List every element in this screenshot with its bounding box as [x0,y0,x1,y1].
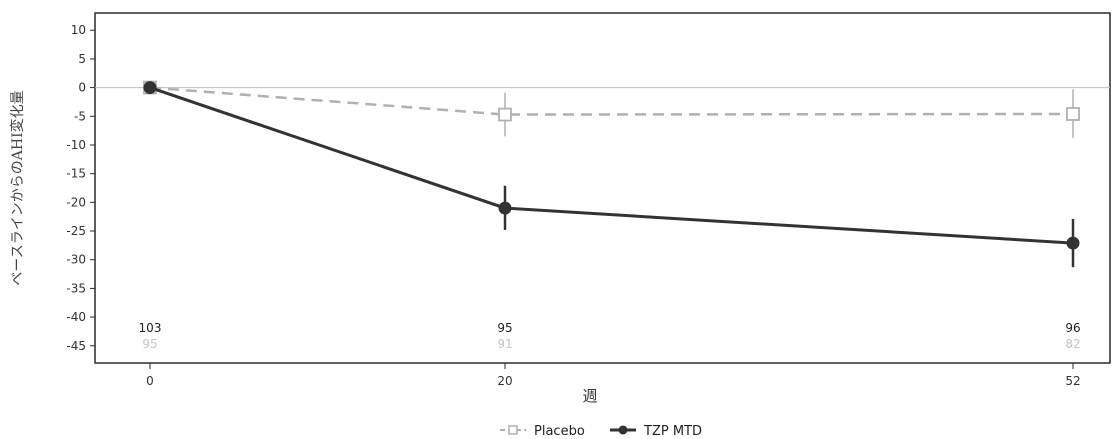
data-point [143,81,157,95]
legend-label: TZP MTD [643,424,702,439]
legend-item: TZP MTD [610,424,702,439]
y-tick-label: -5 [74,109,86,123]
series-placebo [143,80,1080,139]
x-tick-label: 20 [497,374,512,388]
x-tick-label: 0 [146,374,154,388]
legend: Placebo TZP MTD [500,424,702,439]
n-at-risk-label: 95 [497,321,512,335]
y-tick-label: -25 [66,224,86,238]
y-axis: 10 5 0 -5 -10 -15 -20 -25 -30 -35 -40 -45 [66,23,95,353]
legend-marker [508,425,518,435]
data-point [498,107,512,122]
data-point [1066,107,1080,121]
series-tzp-mtd [143,81,1080,268]
legend-label: Placebo [534,424,585,439]
series-layer [143,80,1080,268]
y-tick-label: -45 [66,339,86,353]
legend-marker [618,425,628,435]
y-tick-label: -35 [66,281,86,295]
data-point [498,201,512,215]
y-tick-label: 0 [78,81,86,95]
n-at-risk-labels: 103 95 96 95 91 82 [139,321,1081,351]
x-axis: 0 20 52 [146,363,1081,388]
n-at-risk-label: 82 [1065,337,1080,351]
y-axis-title: ベースラインからのAHI変化量 [9,90,26,285]
x-tick-label: 52 [1065,374,1080,388]
n-at-risk-label: 95 [142,337,157,351]
y-tick-label: -15 [66,167,86,181]
n-at-risk-label: 91 [497,337,512,351]
legend-item: Placebo [500,424,585,439]
y-tick-label: -20 [66,195,86,209]
n-at-risk-label: 96 [1065,321,1080,335]
y-tick-label: -10 [66,138,86,152]
series-line [149,86,1074,245]
y-tick-label: 5 [78,52,86,66]
y-tick-label: 10 [71,23,86,37]
series-line [149,86,1074,116]
y-tick-label: -40 [66,310,86,324]
data-point [1066,236,1080,250]
n-at-risk-label: 103 [139,321,162,335]
y-tick-label: -30 [66,253,86,267]
plot-area-frame [94,12,1111,364]
x-axis-title: 週 [582,387,597,405]
